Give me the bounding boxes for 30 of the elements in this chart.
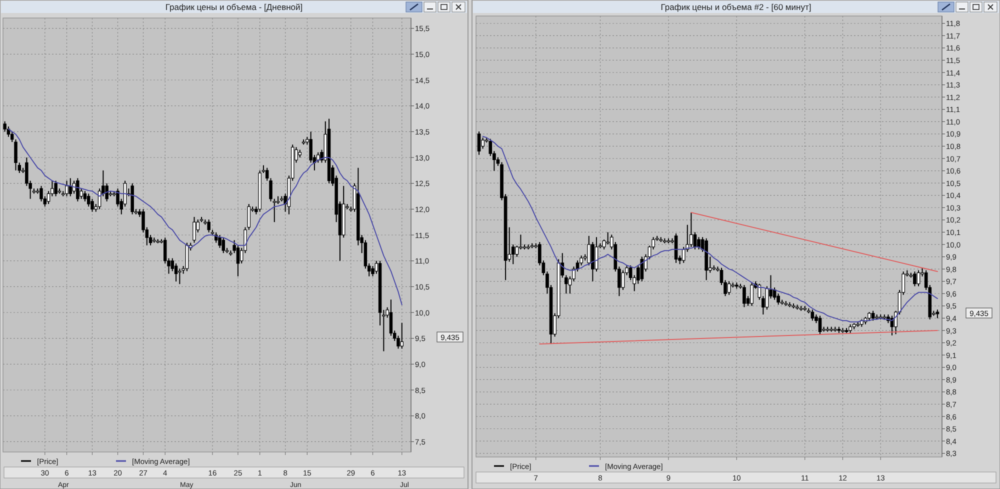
candlestick xyxy=(178,268,182,285)
candlestick xyxy=(602,239,606,250)
chart-title: График цены и объема #2 - [60 минут] xyxy=(660,2,812,12)
candlestick xyxy=(621,270,625,290)
candlestick xyxy=(192,216,196,244)
candlestick xyxy=(481,137,484,150)
candlestick xyxy=(810,309,814,322)
chart-title: График цены и объема - [Дневной] xyxy=(165,2,303,12)
candlestick xyxy=(222,237,226,254)
line-series xyxy=(8,128,402,306)
candlestick xyxy=(207,219,210,233)
candlestick xyxy=(163,237,167,264)
candlestick xyxy=(76,178,80,202)
candlestick xyxy=(477,130,481,156)
candlestick xyxy=(916,270,920,287)
candlestick xyxy=(400,322,404,350)
candlestick xyxy=(871,310,875,322)
candlestick xyxy=(697,236,700,250)
candlestick xyxy=(65,180,68,197)
candlestick xyxy=(750,282,754,306)
candlestick xyxy=(742,284,746,308)
candlestick xyxy=(185,242,189,272)
candlestick xyxy=(818,315,822,335)
candlestick xyxy=(606,232,610,245)
candlestick xyxy=(174,262,178,282)
candlestick xyxy=(913,271,916,287)
candlestick xyxy=(86,193,90,208)
candlestick xyxy=(587,235,591,266)
candlestick xyxy=(54,180,58,197)
candlestick xyxy=(727,280,731,296)
